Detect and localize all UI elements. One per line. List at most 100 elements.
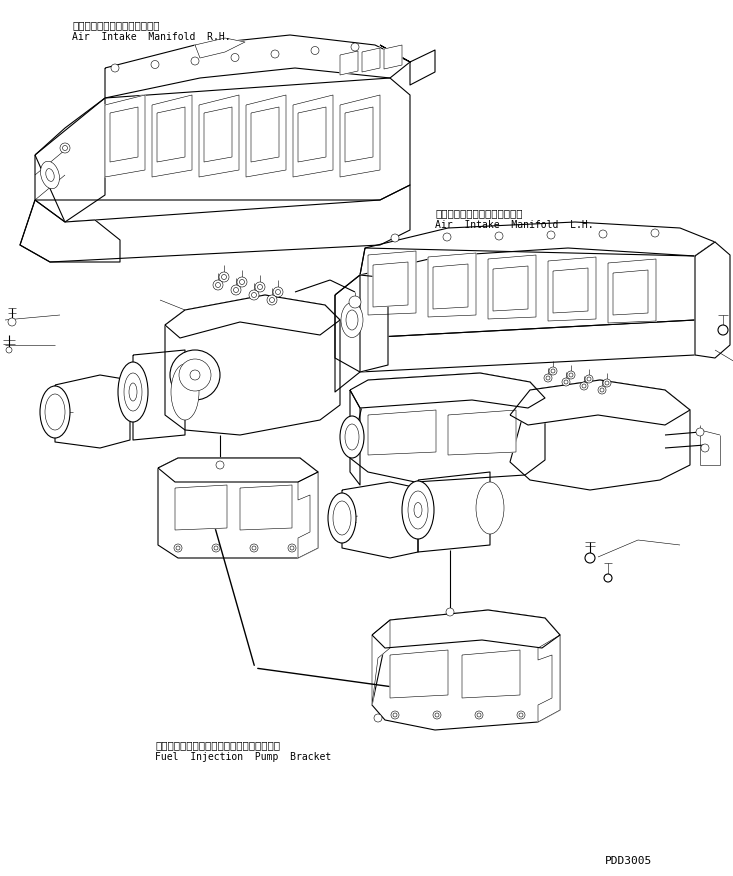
Polygon shape	[55, 375, 130, 448]
Ellipse shape	[45, 394, 65, 430]
Circle shape	[179, 359, 211, 391]
Circle shape	[237, 277, 247, 287]
Circle shape	[219, 272, 229, 282]
Circle shape	[603, 379, 611, 387]
Ellipse shape	[328, 493, 356, 543]
Polygon shape	[372, 610, 560, 648]
Polygon shape	[372, 610, 560, 730]
Circle shape	[562, 378, 570, 386]
Circle shape	[250, 544, 258, 552]
Polygon shape	[20, 200, 120, 262]
Polygon shape	[360, 242, 715, 338]
Polygon shape	[157, 107, 185, 162]
Text: フェエルインジェクションポンプブラケット: フェエルインジェクションポンプブラケット	[155, 740, 280, 750]
Circle shape	[216, 461, 224, 469]
Polygon shape	[158, 458, 318, 482]
Polygon shape	[165, 295, 340, 435]
Polygon shape	[345, 107, 373, 162]
Ellipse shape	[341, 302, 363, 337]
Polygon shape	[240, 485, 292, 530]
Polygon shape	[433, 264, 468, 309]
Circle shape	[587, 377, 591, 381]
Polygon shape	[695, 242, 730, 358]
Circle shape	[311, 46, 319, 54]
Polygon shape	[462, 650, 520, 698]
Polygon shape	[105, 35, 410, 98]
Polygon shape	[380, 45, 435, 85]
Ellipse shape	[40, 386, 70, 438]
Polygon shape	[105, 95, 145, 177]
Ellipse shape	[124, 373, 142, 411]
Polygon shape	[373, 262, 408, 307]
Ellipse shape	[345, 424, 359, 450]
Circle shape	[580, 382, 588, 390]
Circle shape	[276, 289, 281, 294]
Ellipse shape	[408, 491, 428, 529]
Polygon shape	[368, 410, 436, 455]
Circle shape	[391, 711, 399, 719]
Circle shape	[651, 229, 659, 237]
Ellipse shape	[333, 501, 351, 535]
Circle shape	[273, 287, 283, 297]
Polygon shape	[20, 185, 410, 262]
Polygon shape	[510, 380, 690, 490]
Polygon shape	[360, 222, 715, 275]
Circle shape	[176, 546, 180, 550]
Circle shape	[60, 143, 70, 153]
Text: Air  Intake  Manifold  R.H.: Air Intake Manifold R.H.	[72, 32, 231, 42]
Polygon shape	[158, 458, 318, 558]
Circle shape	[290, 546, 294, 550]
Polygon shape	[613, 270, 648, 315]
Circle shape	[191, 57, 199, 65]
Circle shape	[267, 295, 277, 305]
Circle shape	[549, 367, 557, 375]
Circle shape	[231, 53, 239, 61]
Circle shape	[214, 546, 218, 550]
Polygon shape	[204, 107, 232, 162]
Circle shape	[251, 293, 257, 298]
Polygon shape	[418, 472, 490, 552]
Circle shape	[585, 553, 595, 563]
Ellipse shape	[476, 482, 504, 534]
Circle shape	[6, 347, 12, 353]
Circle shape	[240, 279, 245, 285]
Circle shape	[349, 296, 361, 308]
Circle shape	[443, 233, 451, 241]
Circle shape	[231, 285, 241, 295]
Circle shape	[547, 231, 555, 239]
Circle shape	[598, 386, 606, 394]
Polygon shape	[152, 95, 192, 177]
Polygon shape	[133, 350, 185, 440]
Ellipse shape	[414, 503, 422, 518]
Circle shape	[435, 713, 439, 717]
Circle shape	[374, 714, 382, 722]
Polygon shape	[553, 268, 588, 313]
Polygon shape	[165, 295, 340, 338]
Circle shape	[544, 374, 552, 382]
Ellipse shape	[340, 416, 364, 458]
Polygon shape	[493, 266, 528, 311]
Polygon shape	[448, 410, 516, 455]
Circle shape	[582, 384, 586, 388]
Circle shape	[255, 282, 265, 292]
Ellipse shape	[118, 362, 148, 422]
Circle shape	[585, 375, 593, 383]
Text: エアーインテークマニホール右: エアーインテークマニホール右	[72, 20, 160, 30]
Polygon shape	[372, 620, 390, 705]
Circle shape	[495, 232, 503, 240]
Polygon shape	[195, 38, 245, 58]
Text: Air  Intake  Manifold  L.H.: Air Intake Manifold L.H.	[435, 220, 594, 230]
Circle shape	[151, 60, 159, 68]
Polygon shape	[350, 373, 545, 482]
Circle shape	[701, 444, 709, 452]
Circle shape	[216, 282, 221, 287]
Circle shape	[605, 381, 609, 385]
Polygon shape	[335, 275, 360, 392]
Circle shape	[599, 230, 607, 238]
Polygon shape	[35, 78, 410, 222]
Polygon shape	[538, 635, 560, 722]
Ellipse shape	[346, 310, 358, 330]
Circle shape	[391, 234, 399, 242]
Polygon shape	[362, 48, 380, 72]
Circle shape	[234, 287, 238, 293]
